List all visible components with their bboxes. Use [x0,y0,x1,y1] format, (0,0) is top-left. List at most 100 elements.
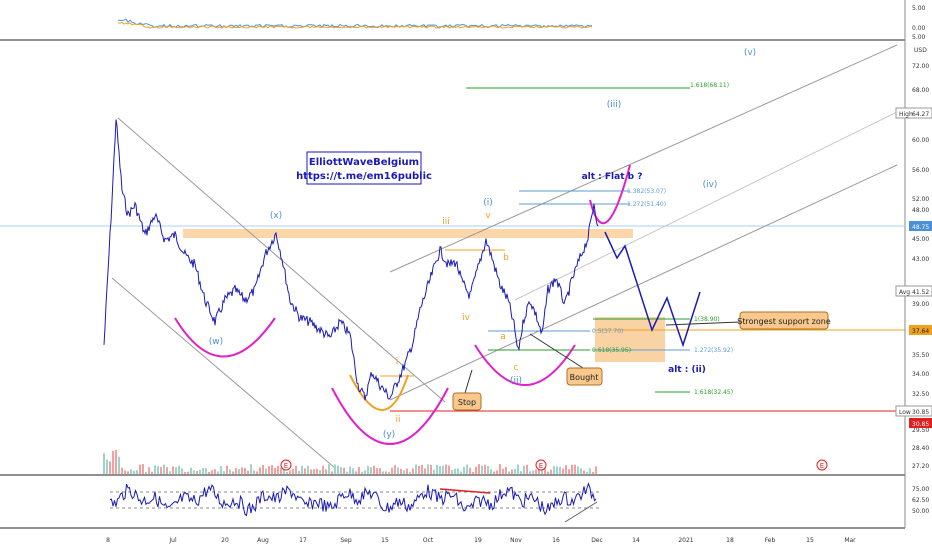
volume-bar [217,471,219,474]
y-tick: 60.00 [912,137,929,144]
volume-bar [445,464,447,474]
y-tick: 48.00 [912,207,929,214]
volume-bar [478,464,480,474]
y-tick: 62.50 [912,497,929,504]
volume-bar [271,465,273,474]
volume-bar [349,466,351,474]
volume-bar [193,470,195,474]
volume-bar [220,466,222,474]
volume-bar [127,471,129,474]
volume-bar [109,461,111,474]
volume-bar [493,471,495,474]
volume-bar [592,471,594,474]
volume-bar [232,471,234,474]
support-zone-box [595,317,665,362]
x-tick: 19 [474,537,482,544]
volume-bar [160,466,162,474]
fib-label: 1.272(51.40) [627,201,666,208]
volume-bar [229,469,231,474]
volume-bar [343,467,345,474]
top-indicator-line-2 [117,21,593,29]
volume-bar [364,470,366,474]
x-tick: Jul [168,537,177,544]
volume-bar [148,467,150,474]
volume-bar [421,464,423,474]
x-tick: Feb [765,537,776,544]
volume-bar [124,470,126,474]
volume-bar [346,471,348,474]
projection-path [604,231,701,348]
volume-bar [544,468,546,474]
volume-bar [499,464,501,474]
resistance-zone [183,229,633,238]
volume-bar [250,464,252,474]
volume-bar [568,469,570,474]
watermark-box [306,151,422,185]
fib-label: 0.5(37.70) [592,328,623,335]
volume-bar [139,464,141,474]
wave-label: b [503,253,509,263]
volume-bar [331,471,333,474]
volume-bar [208,471,210,474]
volume-bar [502,468,504,474]
wave-label: (v) [744,48,756,58]
fib-label: 1.618(32.45) [694,389,733,396]
volume-bar [175,467,177,474]
y-tick: 35.50 [912,352,929,359]
x-tick: 20 [221,537,229,544]
volume-bar [178,465,180,474]
wave-label: (i) [483,198,493,208]
volume-bar [328,464,330,474]
volume-bar [400,468,402,474]
wave-label: (iii) [607,100,622,110]
volume-bar [496,470,498,474]
volume-bar [448,465,450,474]
volume-bar [319,469,321,474]
currency-label: USD [914,47,927,54]
wave-label: v [485,211,491,221]
fib-lines [380,87,690,393]
y-tick: 50.00 [912,508,929,515]
fib-label: 0.618(35.95) [592,347,631,354]
wave-label: (iv) [703,180,718,190]
volume-bar [418,465,420,474]
volume-bar [238,469,240,474]
volume-bar [106,459,108,474]
wave-label: alt : (ii) [668,365,706,375]
volume-bar [433,469,435,474]
y-tick: 34.00 [912,371,929,378]
volume-bar [163,464,165,474]
marker-value: 41.52 [912,289,929,296]
volume-bar [352,468,354,474]
event-marker: E [820,462,824,470]
volume-bar [571,464,573,474]
x-tick: 15 [381,537,389,544]
callout-stop: Stop [452,369,482,411]
volume-bar [274,467,276,474]
volume-bar [595,466,597,474]
volume-bar [376,468,378,474]
volume-bar [505,467,507,474]
top-indicator-line-1 [117,18,593,29]
y-tick: 56.00 [912,167,929,174]
y-tick: 45.00 [912,236,929,243]
wave-label: c [514,363,519,373]
volume-bar [535,469,537,474]
volume-bar [511,469,513,474]
volume-bar [166,467,168,474]
volume-bar [385,471,387,474]
marker-label: High [899,111,913,118]
event-marker: E [539,462,543,470]
volume-bar [121,467,123,474]
volume-bar [562,468,564,474]
volume-bar [451,469,453,474]
wave-label: a [500,332,506,342]
rsi-trend-line [564,501,598,523]
volume-bar [172,466,174,474]
x-tick: 14 [632,537,640,544]
volume-bar [295,465,297,474]
volume-bar [292,469,294,474]
wave-label: (w) [209,337,223,347]
volume-bar [547,471,549,474]
